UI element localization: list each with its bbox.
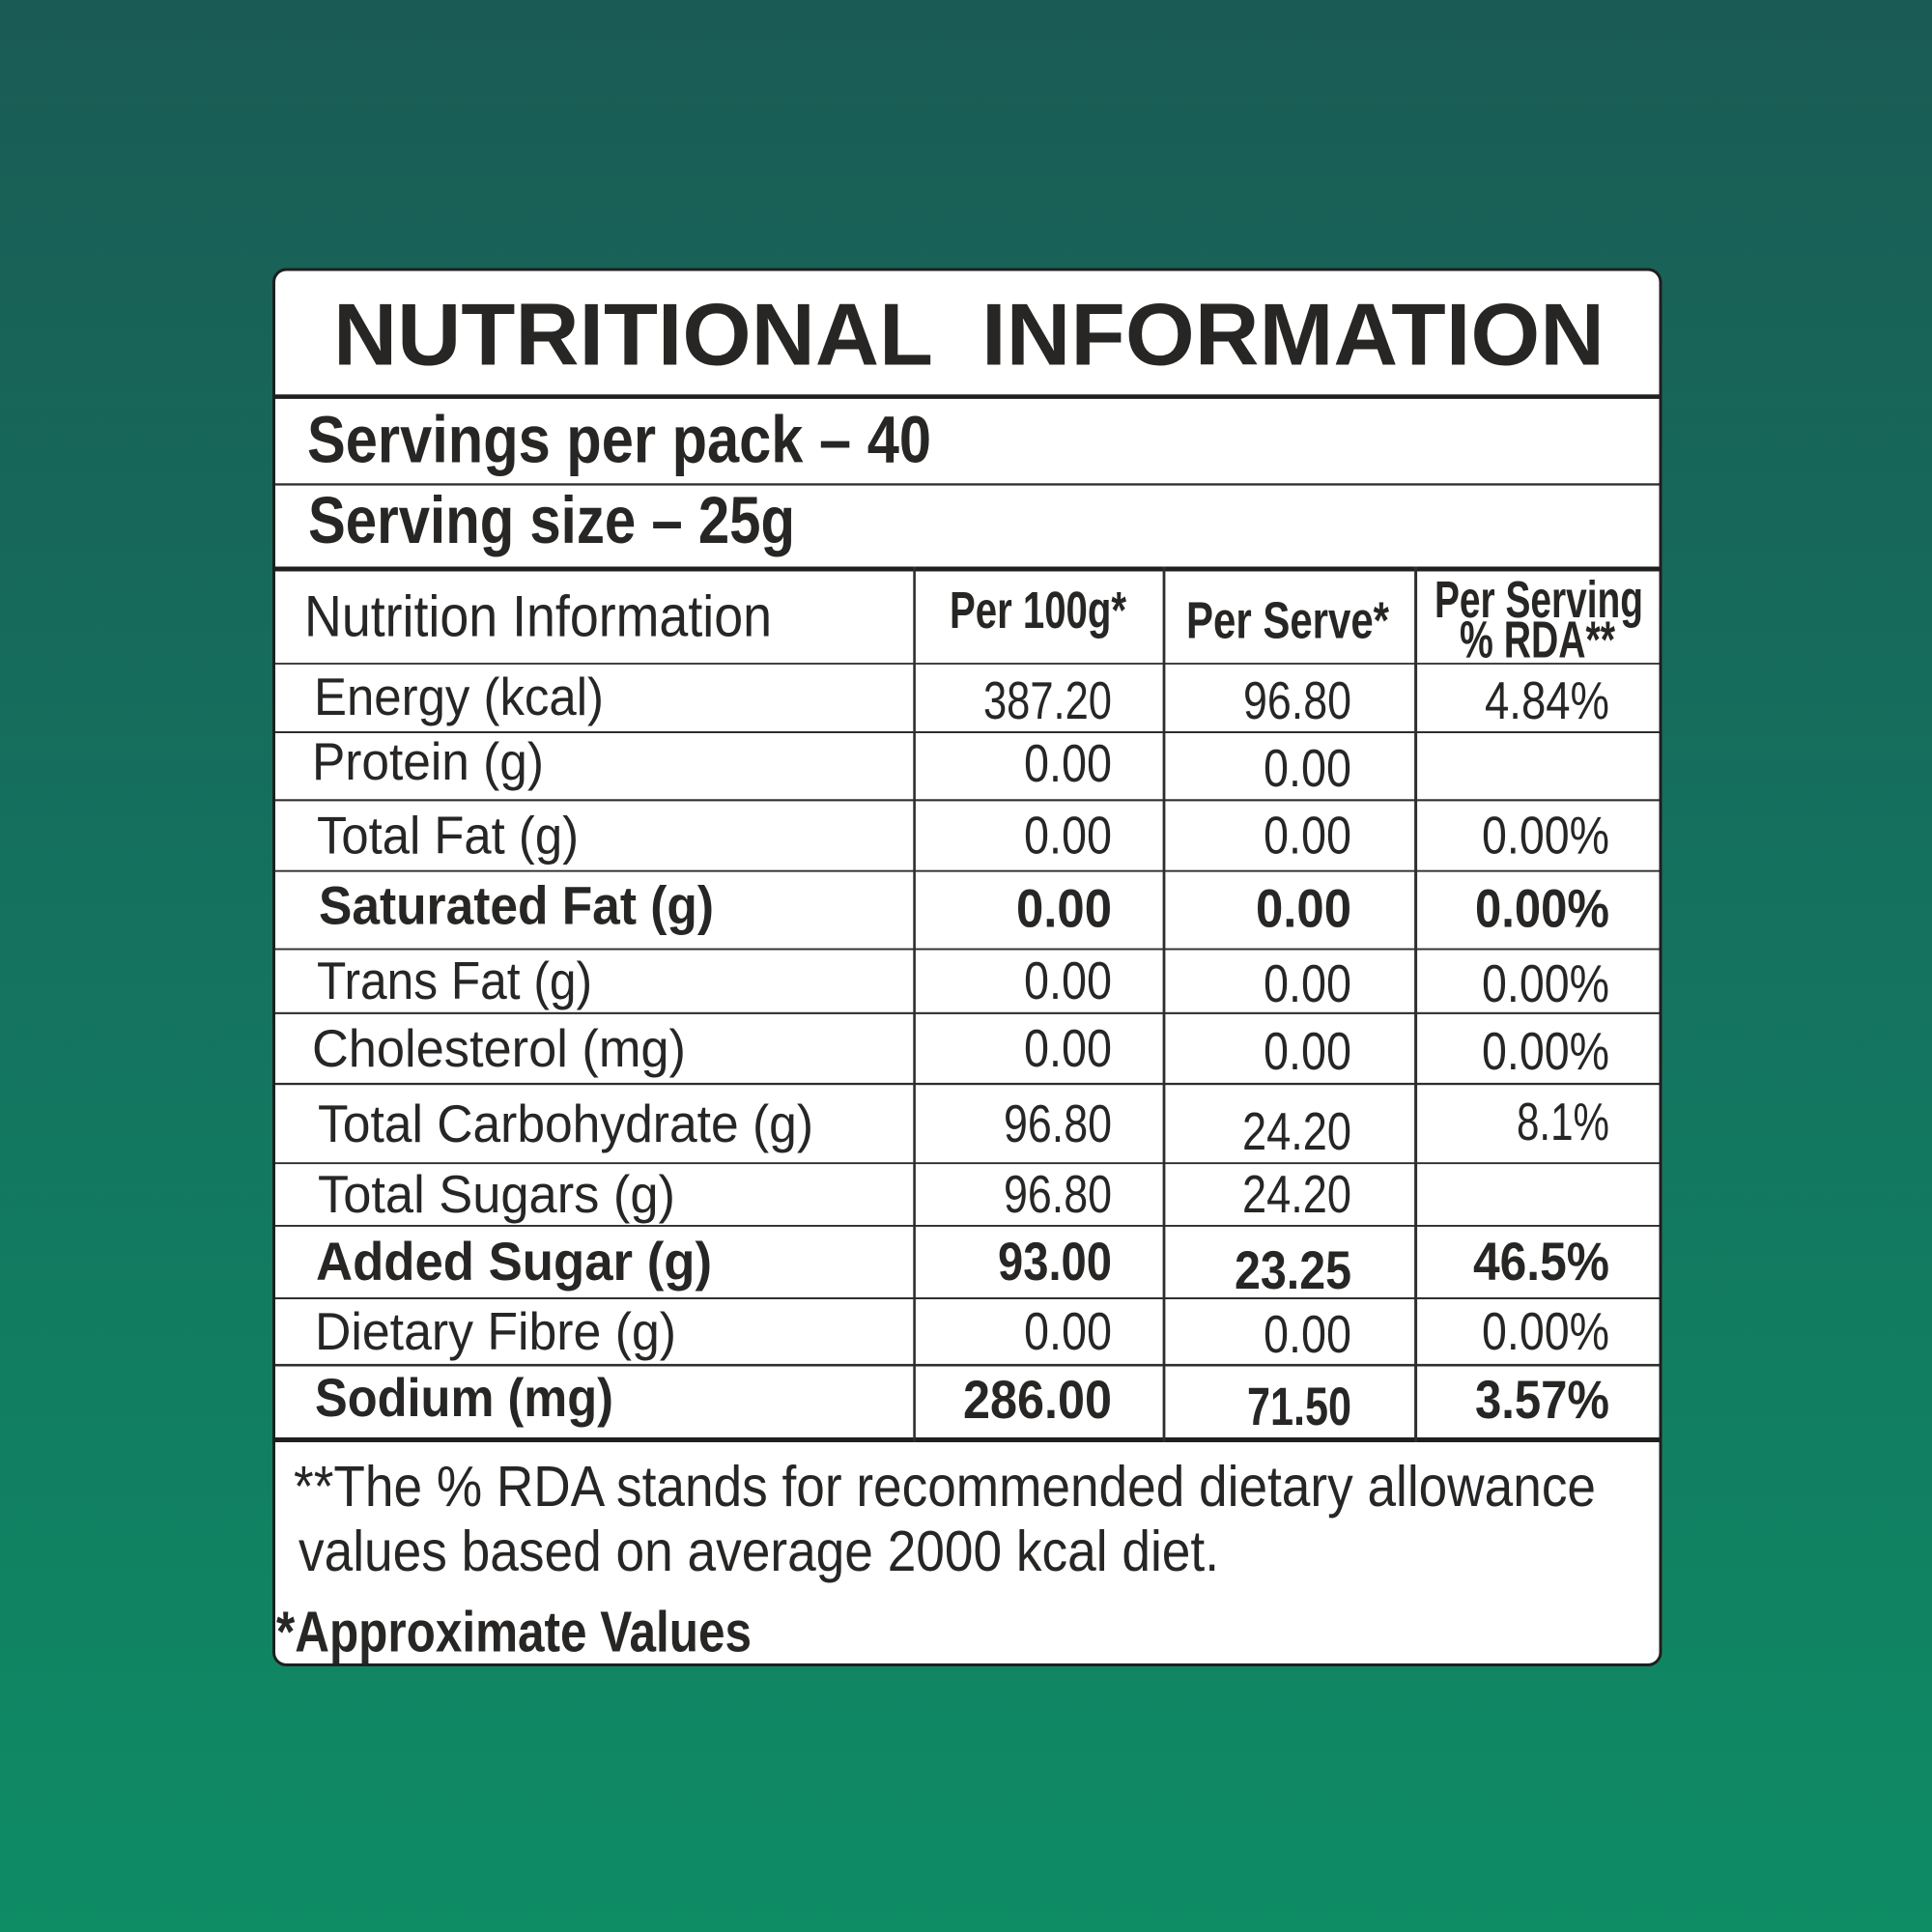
svg-text:values based on average 2000 k: values based on average 2000 kcal diet. — [298, 1520, 1219, 1583]
svg-text:Saturated Fat (g): Saturated Fat (g) — [319, 875, 714, 936]
svg-text:23.25: 23.25 — [1235, 1239, 1351, 1300]
svg-text:0.00%: 0.00% — [1482, 954, 1609, 1013]
svg-text:0.00%: 0.00% — [1475, 878, 1609, 939]
svg-text:**The % RDA stands for recomme: **The % RDA stands for recommended dieta… — [294, 1455, 1596, 1519]
svg-text:Sodium (mg): Sodium (mg) — [315, 1367, 613, 1428]
svg-text:0.00%: 0.00% — [1482, 1302, 1609, 1361]
svg-text:Dietary Fibre (g): Dietary Fibre (g) — [315, 1302, 676, 1361]
svg-text:0.00: 0.00 — [1256, 878, 1351, 939]
svg-text:0.00: 0.00 — [1024, 734, 1112, 793]
svg-text:96.80: 96.80 — [1243, 671, 1351, 730]
svg-text:0.00: 0.00 — [1264, 1305, 1351, 1364]
svg-text:INFORMATION: INFORMATION — [981, 285, 1605, 384]
svg-text:0.00%: 0.00% — [1482, 807, 1609, 866]
svg-text:Total Sugars (g): Total Sugars (g) — [318, 1165, 675, 1224]
svg-text:0.00: 0.00 — [1264, 739, 1351, 798]
svg-text:Nutrition Information: Nutrition Information — [304, 582, 772, 648]
svg-text:NUTRITIONAL: NUTRITIONAL — [333, 285, 933, 384]
svg-text:Per 100g*: Per 100g* — [950, 582, 1127, 639]
svg-text:Trans Fat (g): Trans Fat (g) — [317, 952, 592, 1010]
svg-text:*Approximate Values: *Approximate Values — [276, 1601, 752, 1664]
svg-text:387.20: 387.20 — [983, 671, 1112, 730]
svg-text:286.00: 286.00 — [963, 1369, 1112, 1430]
svg-text:3.57%: 3.57% — [1475, 1369, 1609, 1430]
svg-text:0.00: 0.00 — [1264, 954, 1351, 1013]
svg-text:Total Carbohydrate (g): Total Carbohydrate (g) — [318, 1094, 813, 1153]
svg-text:% RDA**: % RDA** — [1460, 611, 1616, 669]
svg-text:8.1%: 8.1% — [1517, 1093, 1609, 1151]
svg-text:96.80: 96.80 — [1004, 1165, 1112, 1224]
svg-text:0.00%: 0.00% — [1482, 1022, 1609, 1081]
svg-text:Servings per pack – 40: Servings per pack – 40 — [307, 403, 931, 476]
svg-text:46.5%: 46.5% — [1473, 1231, 1609, 1292]
svg-text:24.20: 24.20 — [1242, 1165, 1351, 1224]
svg-text:Protein (g): Protein (g) — [312, 732, 544, 791]
svg-text:Energy (kcal): Energy (kcal) — [314, 668, 604, 726]
svg-text:Per Serve*: Per Serve* — [1186, 592, 1390, 650]
svg-text:0.00: 0.00 — [1024, 807, 1112, 866]
svg-text:96.80: 96.80 — [1004, 1094, 1112, 1153]
svg-text:24.20: 24.20 — [1242, 1102, 1351, 1161]
svg-text:93.00: 93.00 — [998, 1231, 1112, 1292]
svg-text:0.00: 0.00 — [1024, 1302, 1112, 1361]
svg-text:Per Serving: Per Serving — [1435, 571, 1643, 629]
svg-text:Total Fat (g): Total Fat (g) — [317, 807, 579, 866]
svg-text:0.00: 0.00 — [1024, 952, 1112, 1010]
svg-text:0.00: 0.00 — [1016, 878, 1112, 939]
svg-text:0.00: 0.00 — [1264, 1022, 1351, 1081]
svg-text:Serving size – 25g: Serving size – 25g — [308, 484, 795, 557]
svg-text:71.50: 71.50 — [1247, 1376, 1351, 1436]
svg-text:0.00: 0.00 — [1264, 807, 1351, 866]
svg-text:0.00: 0.00 — [1024, 1019, 1112, 1078]
svg-text:4.84%: 4.84% — [1485, 671, 1609, 730]
svg-text:Cholesterol (mg): Cholesterol (mg) — [312, 1019, 686, 1078]
svg-text:Added Sugar (g): Added Sugar (g) — [316, 1231, 712, 1292]
